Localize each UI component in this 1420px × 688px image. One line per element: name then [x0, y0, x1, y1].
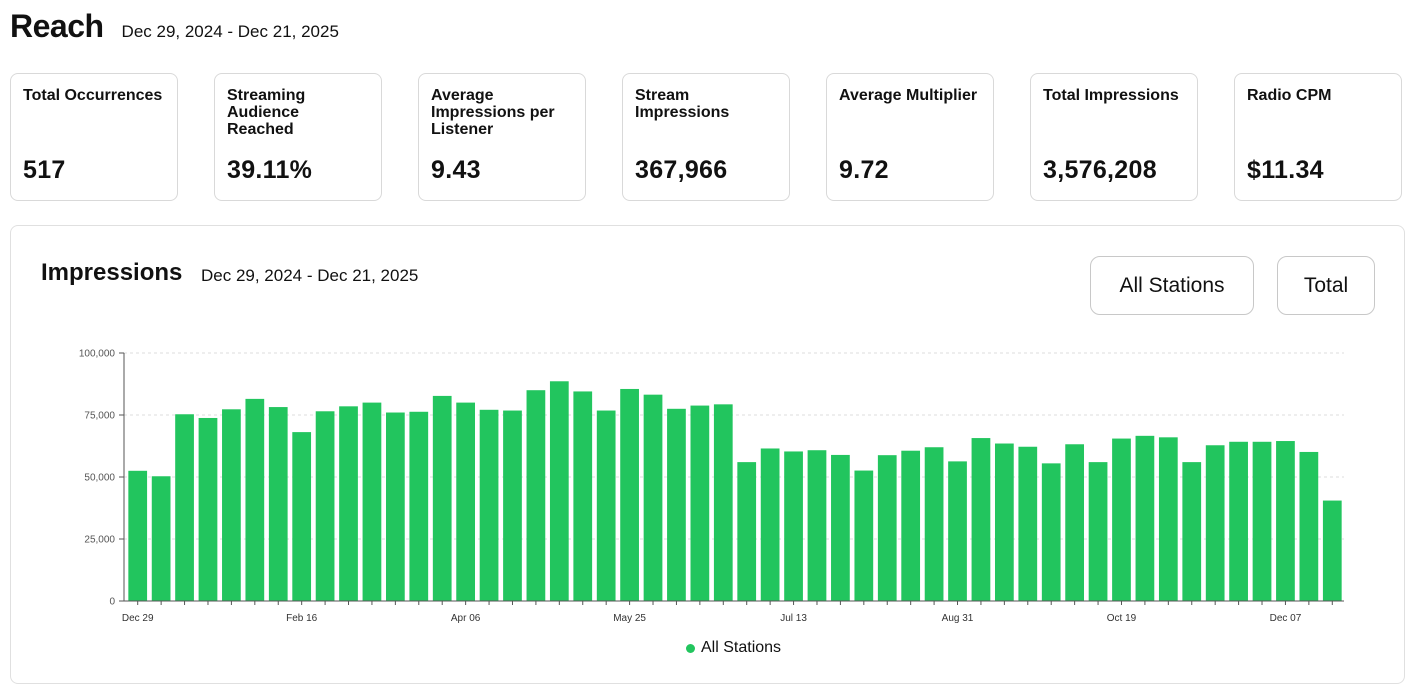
x-tick-label: Jul 13 [780, 613, 807, 624]
x-tick-label: Feb 16 [286, 613, 318, 624]
bar[interactable] [1135, 435, 1155, 601]
bar[interactable] [1182, 462, 1202, 601]
bar[interactable] [760, 448, 780, 601]
x-tick-label: Oct 19 [1107, 613, 1137, 624]
kpi-label: Average Impressions per Listener [431, 87, 555, 138]
bar[interactable] [713, 404, 733, 601]
bar[interactable] [315, 411, 335, 601]
kpi-card-streaming-audience: Streaming Audience Reached 39.11% [214, 73, 382, 201]
kpi-card-radio-cpm: Radio CPM $11.34 [1234, 73, 1402, 201]
kpi-label: Radio CPM [1247, 87, 1332, 104]
kpi-label: Average Multiplier [839, 87, 978, 104]
kpi-label: Total Occurrences [23, 87, 163, 104]
bar[interactable] [807, 450, 827, 601]
y-tick-label: 50,000 [84, 473, 115, 484]
bar[interactable] [339, 406, 358, 601]
kpi-value: 367,966 [635, 156, 728, 184]
bar[interactable] [479, 409, 499, 601]
kpi-label: Stream Impressions [635, 87, 730, 121]
bar[interactable] [1112, 438, 1131, 601]
kpi-card-avg-multiplier: Average Multiplier 9.72 [826, 73, 994, 201]
kpi-value: 39.11% [227, 156, 313, 184]
bar[interactable] [1229, 441, 1248, 601]
bar[interactable] [948, 461, 967, 601]
impressions-chart: 0 25,000 50,000 75,000 100,000 Dec 29 Feb 16 Ap… [79, 349, 1344, 624]
bar[interactable] [1322, 500, 1342, 601]
bar[interactable] [784, 451, 803, 601]
bar[interactable] [198, 417, 218, 601]
bar[interactable] [643, 394, 663, 601]
kpi-label: Total Impressions [1043, 87, 1179, 104]
bar[interactable] [1158, 437, 1178, 601]
kpi-value: 9.72 [839, 156, 889, 184]
bar[interactable] [1299, 451, 1319, 601]
bar[interactable] [1018, 446, 1038, 601]
bar[interactable] [994, 443, 1014, 601]
x-tick-label: May 25 [613, 613, 646, 624]
legend-dot-icon [686, 643, 695, 653]
bar[interactable] [128, 470, 148, 601]
total-mode-button[interactable]: Total [1277, 256, 1375, 315]
bar[interactable] [737, 462, 757, 601]
bar[interactable] [690, 405, 710, 601]
bar[interactable] [549, 381, 569, 601]
bar[interactable] [503, 410, 522, 601]
bar[interactable] [222, 409, 241, 601]
bar[interactable] [620, 388, 639, 601]
kpi-card-total-impressions: Total Impressions 3,576,208 [1030, 73, 1198, 201]
legend-label: All Stations [701, 639, 782, 656]
x-tick-label: Apr 06 [451, 613, 481, 624]
kpi-card-avg-impressions: Average Impressions per Listener 9.43 [418, 73, 586, 201]
bar[interactable] [268, 407, 288, 601]
bar[interactable] [409, 411, 429, 601]
bar[interactable] [971, 438, 991, 601]
kpi-value: 517 [23, 156, 66, 184]
kpi-value: 9.43 [431, 156, 481, 184]
bar[interactable] [596, 410, 616, 601]
kpi-card-stream-impressions: Stream Impressions 367,966 [622, 73, 790, 201]
bar[interactable] [432, 395, 452, 601]
bar[interactable] [1088, 462, 1108, 601]
bar[interactable] [362, 402, 382, 601]
bar[interactable] [456, 402, 476, 601]
y-tick-label: 100,000 [79, 349, 116, 360]
bar[interactable] [151, 476, 171, 601]
bar[interactable] [1205, 445, 1225, 601]
kpi-value: $11.34 [1247, 156, 1324, 184]
bar[interactable] [831, 454, 850, 601]
y-tick-label: 0 [109, 597, 115, 608]
bar[interactable] [526, 390, 546, 601]
panel-date-range: Dec 29, 2024 - Dec 21, 2025 [201, 266, 419, 285]
station-filter-button[interactable]: All Stations [1090, 256, 1254, 315]
bar[interactable] [877, 455, 897, 601]
bar[interactable] [924, 447, 944, 601]
header: Reach Dec 29, 2024 - Dec 21, 2025 [10, 8, 339, 45]
bar[interactable] [1065, 444, 1085, 601]
x-tick-label: Aug 31 [942, 613, 974, 624]
impressions-panel: 0 25,000 50,000 75,000 100,000 Dec 29 Feb 16 Ap… [10, 225, 1405, 684]
bar[interactable] [1252, 441, 1272, 601]
panel-title: Impressions [41, 259, 183, 286]
bar[interactable] [1041, 463, 1061, 601]
y-tick-label: 25,000 [84, 535, 115, 546]
bar[interactable] [175, 414, 194, 601]
kpi-value: 3,576,208 [1043, 156, 1157, 184]
x-tick-label: Dec 07 [1270, 613, 1302, 624]
bar[interactable] [901, 450, 921, 601]
page-title: Reach [10, 8, 104, 44]
kpi-label: Streaming Audience Reached [227, 87, 306, 138]
chart-legend[interactable]: All Stations [686, 639, 781, 657]
date-range: Dec 29, 2024 - Dec 21, 2025 [121, 22, 339, 41]
bar[interactable] [667, 408, 686, 601]
x-tick-label: Dec 29 [122, 613, 154, 624]
bar[interactable] [573, 391, 593, 601]
bar[interactable] [1276, 441, 1295, 601]
y-tick-label: 75,000 [84, 411, 115, 422]
bar[interactable] [245, 398, 265, 601]
kpi-card-total-occurrences: Total Occurrences 517 [10, 73, 178, 201]
bar[interactable] [292, 432, 312, 601]
bar[interactable] [854, 470, 874, 601]
bar[interactable] [385, 412, 405, 601]
